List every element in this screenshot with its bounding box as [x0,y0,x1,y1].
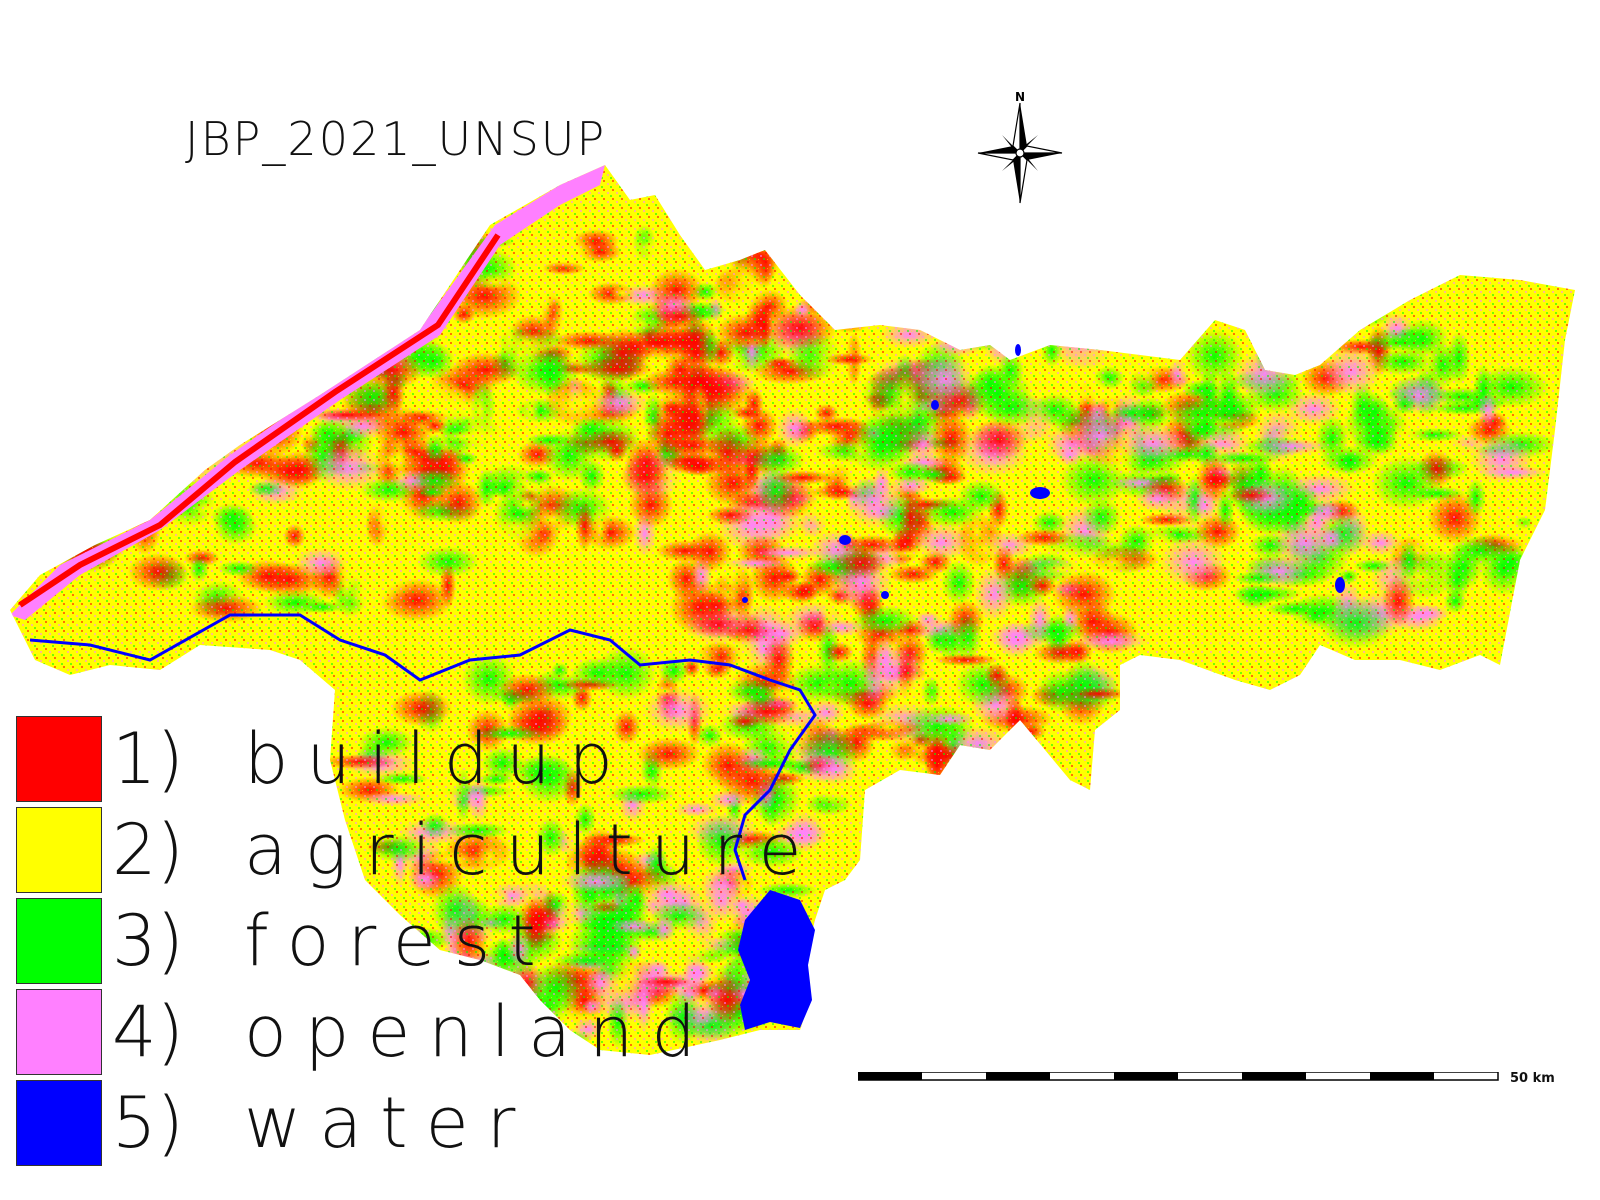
legend-number: 3) [112,900,184,982]
north-label: N [1015,90,1025,104]
scale-label: 50 km [1510,1071,1555,1086]
legend-number: 5) [112,1082,184,1164]
land-cover-patch [23,482,71,535]
small-water-bodies [742,344,1345,603]
legend-label: openland [244,991,714,1073]
land-cover-patch [171,374,203,422]
scale-bar [858,1072,1499,1081]
land-cover-patch [834,293,897,321]
land-cover-patch [141,410,170,438]
land-cover-patch [196,380,262,429]
reservoir [738,890,815,1030]
land-cover-patch [793,261,812,275]
land-cover-patch [832,262,882,300]
land-cover-patch [69,448,142,465]
land-cover-patch [143,448,186,487]
map-title: JBP_2021_UNSUP [185,112,607,166]
legend: 1) buildup 2) agriculture 3) forest 4) o… [16,714,802,1169]
land-cover-patch [29,444,77,493]
land-cover-patch [89,427,106,452]
legend-swatch-buildup [16,716,102,802]
legend-swatch-water [16,1080,102,1166]
legend-item-openland: 4) openland [16,987,736,1078]
river-line [29,613,817,881]
land-cover-patch [115,407,135,431]
legend-label: forest [244,900,554,982]
land-cover-patch [369,290,411,312]
north-arrow-icon: N [977,90,1063,204]
land-cover-patch [1342,299,1360,332]
land-cover-patch [124,439,146,464]
legend-number: 2) [112,809,184,891]
land-cover-patch [231,386,261,419]
land-cover-patch [231,396,249,415]
land-cover-patch [62,483,98,518]
legend-number: 1) [112,718,184,800]
land-cover-patch [202,373,242,404]
land-cover-patch [38,467,97,481]
compass-rose-icon [977,102,1063,204]
land-cover-patch [51,463,110,506]
land-cover-patch [94,483,153,523]
legend-swatch-agriculture [16,807,102,893]
land-cover-patch [425,240,464,266]
land-cover-patch [187,420,231,434]
legend-item-buildup: 1) buildup [16,714,736,805]
land-cover-patch [107,460,164,486]
land-cover-patch [1073,322,1108,346]
legend-swatch-forest [16,898,102,984]
legend-label: buildup [244,718,631,800]
legend-item-forest: 3) forest [16,896,736,987]
legend-item-water: 5) water [16,1078,736,1169]
land-cover-patch [66,466,123,500]
land-cover-patch [160,404,211,456]
legend-swatch-openland [16,989,102,1075]
legend-label: water [244,1082,534,1164]
land-cover-patch [811,253,886,276]
land-cover-patch [12,485,75,508]
land-cover-patch [141,407,205,436]
legend-number: 4) [112,991,184,1073]
land-cover-patch [851,259,876,291]
land-cover-patch [394,295,429,313]
land-cover-patch [149,386,173,424]
land-cover-patch [65,485,99,510]
land-cover-patch [49,489,108,542]
legend-label: agriculture [244,809,820,891]
land-cover-patch [169,378,187,431]
legend-item-agriculture: 2) agriculture [16,805,802,896]
